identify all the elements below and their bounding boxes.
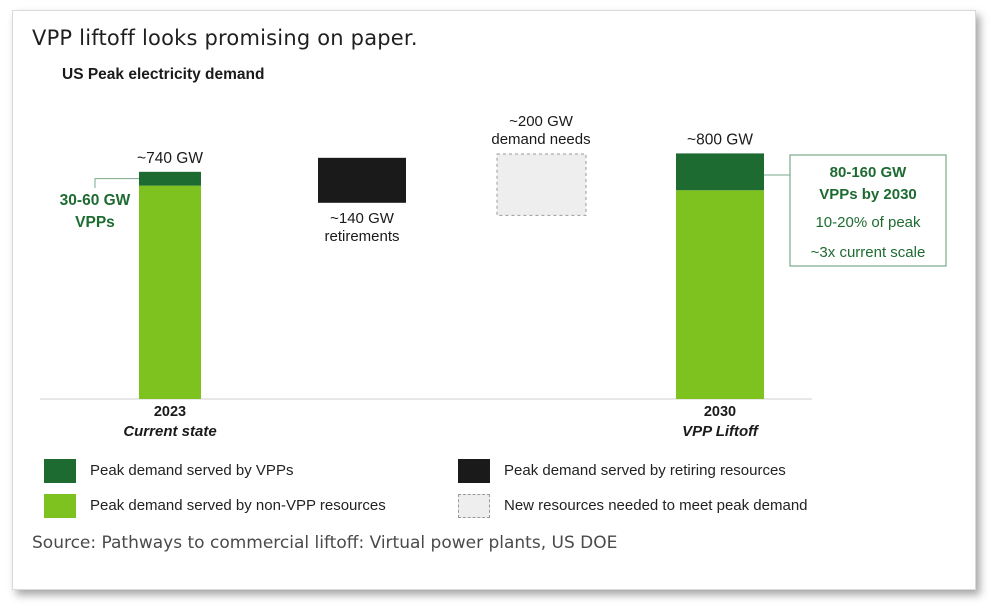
bar-2023-scenario-label: Current state [123, 423, 216, 440]
needs-value-label: ~200 GW [509, 113, 574, 130]
bar-2030-year-label: 2030 [704, 404, 736, 420]
bar-2023-non-vpp-segment [139, 185, 201, 399]
callout-2030-scale: ~3x current scale [811, 244, 926, 261]
bar-2023-total-label: ~740 GW [137, 150, 203, 167]
bar-demand-needs [496, 153, 587, 216]
bar-2030-vpp-segment [676, 153, 764, 191]
bar-2023-vpp-segment [139, 171, 201, 186]
retirements-value-label: ~140 GW [330, 210, 395, 227]
bar-2030-non-vpp-segment [676, 190, 764, 399]
bar-2030-scenario-label: VPP Liftoff [682, 423, 760, 440]
legend-swatch-retiring [458, 459, 490, 483]
callout-2023-connector [94, 178, 139, 188]
callout-2023-range: 30-60 GW [60, 192, 131, 209]
callout-2030-vpps: VPPs by 2030 [819, 186, 917, 203]
legend-label-new-needed: New resources needed to meet peak demand [504, 497, 808, 514]
legend-swatch-vpp [44, 459, 76, 483]
legend-swatch-non-vpp [44, 494, 76, 518]
bar-2023-year-label: 2023 [154, 404, 186, 420]
legend-swatch-new-needed [458, 494, 490, 518]
retirements-text-label: retirements [324, 228, 399, 245]
source-note: Source: Pathways to commercial liftoff: … [32, 533, 618, 553]
callout-2030-share: 10-20% of peak [815, 214, 921, 231]
headline: VPP liftoff looks promising on paper. [32, 26, 418, 50]
legend-label-non-vpp: Peak demand served by non-VPP resources [90, 497, 386, 514]
legend-label-vpp: Peak demand served by VPPs [90, 462, 294, 479]
needs-text-label: demand needs [491, 131, 590, 148]
callout-2023-vpps: VPPs [75, 214, 115, 231]
callout-2030-range: 80-160 GW [830, 164, 908, 181]
chart-title: US Peak electricity demand [62, 66, 265, 83]
bar-retirements [318, 157, 406, 203]
callout-2030-box [789, 154, 947, 267]
legend-label-retiring: Peak demand served by retiring resources [504, 462, 786, 479]
bar-2030-total-label: ~800 GW [687, 131, 753, 148]
